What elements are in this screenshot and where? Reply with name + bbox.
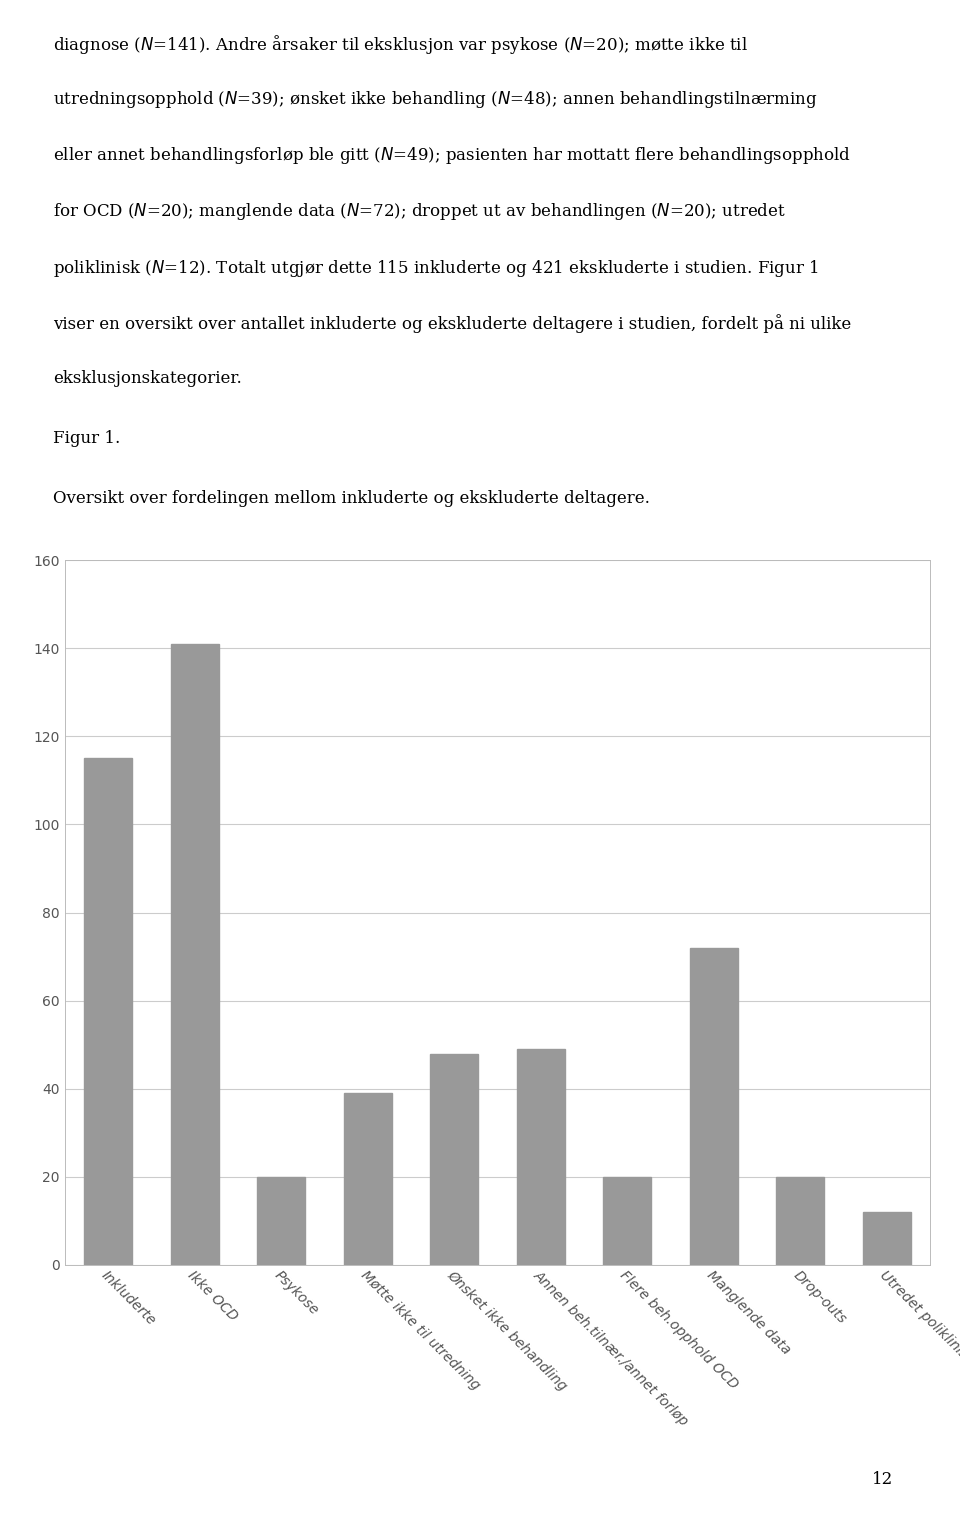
Bar bbox=[517, 1048, 564, 1265]
Bar bbox=[690, 948, 737, 1265]
Text: Figur 1.: Figur 1. bbox=[53, 430, 120, 447]
Bar bbox=[257, 1177, 305, 1265]
Text: for OCD ($N$=20); manglende data ($N$=72); droppet ut av behandlingen ($N$=20); : for OCD ($N$=20); manglende data ($N$=72… bbox=[53, 201, 785, 223]
Text: eksklusjonskategorier.: eksklusjonskategorier. bbox=[53, 370, 242, 386]
Bar bbox=[171, 644, 219, 1265]
Text: utredningsopphold ($N$=39); ønsket ikke behandling ($N$=48); annen behandlingsti: utredningsopphold ($N$=39); ønsket ikke … bbox=[53, 89, 818, 111]
Text: Oversikt over fordelingen mellom inkluderte og ekskluderte deltagere.: Oversikt over fordelingen mellom inklude… bbox=[53, 489, 650, 508]
Text: diagnose ($N$=141). Andre årsaker til eksklusjon var psykose ($N$=20); møtte ikk: diagnose ($N$=141). Andre årsaker til ek… bbox=[53, 33, 748, 56]
Bar bbox=[430, 1053, 478, 1265]
Bar bbox=[604, 1177, 651, 1265]
Text: poliklinisk ($N$=12). Totalt utgjør dette 115 inkluderte og 421 ekskluderte i st: poliklinisk ($N$=12). Totalt utgjør dett… bbox=[53, 258, 819, 279]
Bar bbox=[84, 759, 132, 1265]
Text: eller annet behandlingsforløp ble gitt ($N$=49); pasienten har mottatt flere beh: eller annet behandlingsforløp ble gitt (… bbox=[53, 145, 851, 167]
Bar bbox=[344, 1094, 392, 1265]
Bar bbox=[863, 1212, 910, 1265]
Text: 12: 12 bbox=[872, 1471, 893, 1488]
Bar bbox=[777, 1177, 824, 1265]
Text: viser en oversikt over antallet inkluderte og ekskluderte deltagere i studien, f: viser en oversikt over antallet inkluder… bbox=[53, 314, 852, 332]
